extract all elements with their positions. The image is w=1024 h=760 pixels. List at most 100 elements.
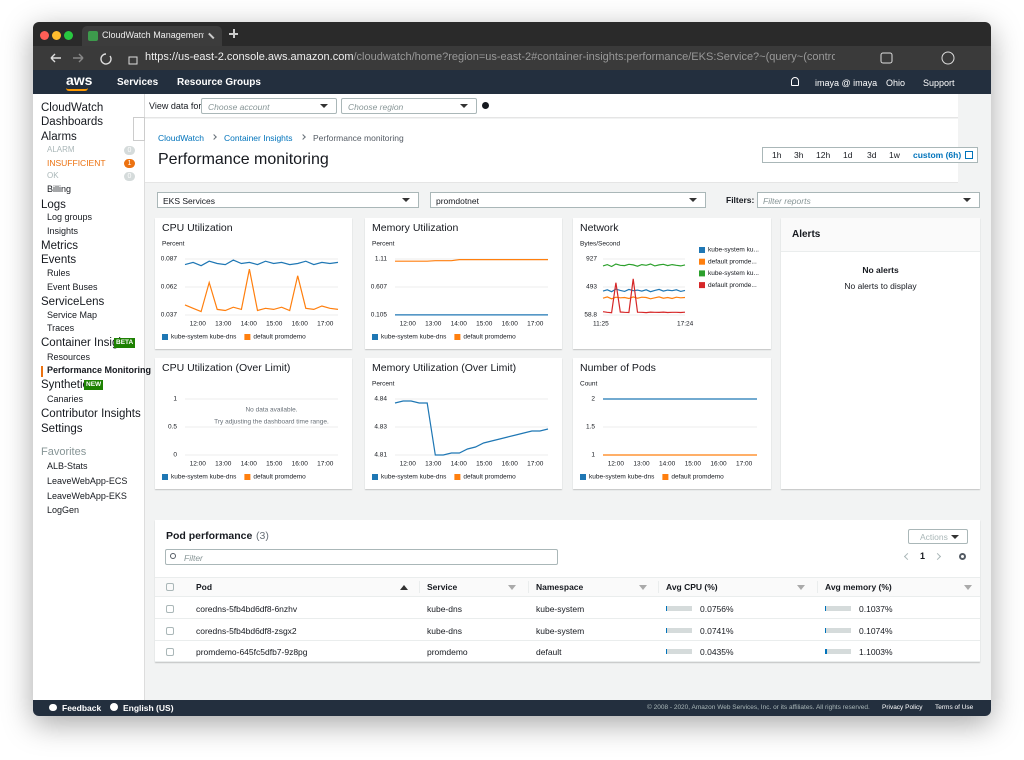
- nav-link[interactable]: Events: [41, 254, 77, 266]
- nav-link[interactable]: Canaries: [47, 394, 84, 404]
- aws-logo[interactable]: aws: [66, 72, 93, 88]
- sort-toggle[interactable]: [639, 585, 647, 590]
- time-range: 1h 3h 12h 1d 3d 1w custom (6h): [762, 147, 978, 163]
- browser-window: CloudWatch Management Con https://us-east…: [33, 22, 991, 716]
- time-range-option[interactable]: custom (6h): [913, 150, 962, 160]
- tab-close[interactable]: [208, 32, 215, 39]
- nav-link[interactable]: Performance Monitoring: [47, 365, 152, 375]
- account-menu[interactable]: imaya @ imaya: [815, 78, 878, 88]
- x-tick-label: 15:00: [266, 461, 283, 468]
- nav-link[interactable]: Alarms: [41, 131, 77, 143]
- time-range-option[interactable]: 12h: [816, 150, 831, 160]
- favorite-link[interactable]: LeaveWebApp-ECS: [47, 476, 128, 486]
- nav-link[interactable]: Metrics: [41, 240, 79, 252]
- nav-link[interactable]: Container Insights: [41, 337, 134, 349]
- resource-groups-menu[interactable]: Resource Groups: [177, 77, 261, 88]
- filter-input[interactable]: Filter reports: [757, 192, 980, 208]
- time-range-option[interactable]: 1h: [772, 150, 782, 160]
- view-select[interactable]: EKS Services: [157, 192, 419, 208]
- breadcrumb[interactable]: Container Insights: [224, 133, 293, 143]
- service-select[interactable]: promdotnet: [430, 192, 706, 208]
- row-checkbox[interactable]: [166, 605, 174, 613]
- time-range-option[interactable]: 1w: [889, 150, 900, 160]
- nav-link[interactable]: Service Map: [47, 310, 98, 320]
- window-control[interactable]: [40, 31, 49, 40]
- feedback-link[interactable]: Feedback: [62, 703, 102, 713]
- sort-toggle[interactable]: [964, 585, 972, 590]
- favorite-link[interactable]: ALB-Stats: [47, 461, 88, 471]
- time-range-option[interactable]: 3h: [794, 150, 804, 160]
- info-icon[interactable]: [482, 102, 489, 109]
- table-cell: promdemo-645fc5dfb7-9z8pg: [196, 647, 308, 657]
- breadcrumb[interactable]: CloudWatch: [158, 133, 204, 143]
- column-header[interactable]: Avg CPU (%): [666, 582, 718, 592]
- terms-link[interactable]: Terms of Use: [935, 704, 974, 711]
- time-range-option[interactable]: 3d: [867, 150, 877, 160]
- favorite-link[interactable]: LogGen: [47, 505, 80, 515]
- x-tick-label: 14:00: [451, 321, 468, 328]
- column-header[interactable]: Service: [427, 582, 458, 592]
- nav-link[interactable]: ALARM: [47, 145, 75, 154]
- browser-tab[interactable]: CloudWatch Management Con: [82, 26, 222, 46]
- account-select[interactable]: Choose account: [201, 98, 337, 114]
- nav-link[interactable]: Settings: [41, 423, 83, 435]
- widget-title: Number of Pods: [580, 362, 656, 374]
- region-select[interactable]: Choose region: [341, 98, 477, 114]
- favorite-link[interactable]: LeaveWebApp-EKS: [47, 491, 127, 501]
- nav-link[interactable]: OK: [47, 171, 59, 180]
- column-header[interactable]: Pod: [196, 582, 213, 592]
- settings-icon[interactable]: [959, 553, 966, 560]
- nav-link[interactable]: Contributor Insights: [41, 408, 141, 420]
- nav-link[interactable]: Logs: [41, 199, 66, 211]
- nav-link[interactable]: CloudWatch: [41, 102, 104, 114]
- x-tick-label: 17:00: [317, 321, 334, 328]
- no-data-message: Try adjusting the dashboard time range.: [214, 419, 329, 426]
- usage-track: [666, 627, 692, 633]
- language-link[interactable]: English (US): [123, 703, 174, 713]
- nav-link[interactable]: Insights: [47, 226, 79, 236]
- window-control[interactable]: [52, 31, 61, 40]
- x-tick-label: 15:00: [476, 461, 493, 468]
- nav-link[interactable]: Synthetics: [41, 379, 95, 391]
- nav-link[interactable]: Traces: [47, 323, 75, 333]
- support-menu[interactable]: Support: [923, 78, 955, 88]
- row-checkbox[interactable]: [166, 626, 174, 635]
- next-page[interactable]: [933, 552, 942, 561]
- nav-link[interactable]: Rules: [47, 268, 71, 278]
- new-tab-v[interactable]: [233, 29, 235, 38]
- x-tick-label: 17:00: [527, 321, 544, 328]
- nav-link[interactable]: INSUFFICIENT: [47, 158, 106, 168]
- x-tick-label: 15:00: [476, 321, 493, 328]
- nav-link[interactable]: Dashboards: [41, 116, 104, 128]
- prev-page[interactable]: [903, 552, 912, 561]
- sort-ascending[interactable]: [400, 585, 408, 590]
- nav-link[interactable]: Event Buses: [47, 282, 98, 292]
- sort-toggle[interactable]: [797, 585, 805, 590]
- filter-box[interactable]: Filter: [165, 549, 558, 565]
- header-checkbox[interactable]: [166, 583, 174, 591]
- nav-link[interactable]: Log groups: [47, 212, 93, 222]
- page-number[interactable]: 1: [920, 551, 926, 561]
- nav-link[interactable]: Billing: [47, 184, 72, 194]
- privacy-link[interactable]: Privacy Policy: [882, 704, 923, 711]
- window-control[interactable]: [64, 31, 73, 40]
- alarm-count-badge: 0: [124, 172, 135, 181]
- legend-swatch: [162, 334, 168, 340]
- actions-button[interactable]: Actions: [908, 529, 968, 544]
- column-header[interactable]: Namespace: [536, 582, 584, 592]
- collapse-handle[interactable]: [133, 117, 145, 141]
- nav-link[interactable]: Resources: [47, 352, 91, 362]
- services-menu[interactable]: Services: [117, 77, 159, 88]
- column-header[interactable]: Avg memory (%): [825, 582, 892, 592]
- bell-icon[interactable]: [791, 77, 799, 86]
- legend-swatch: [699, 247, 705, 253]
- row-checkbox[interactable]: [166, 648, 174, 656]
- url[interactable]: https://us-east-2.console.aws.amazon.com…: [145, 51, 835, 63]
- nav-link[interactable]: ServiceLens: [41, 296, 105, 308]
- widget-title: Memory Utilization (Over Limit): [372, 362, 516, 374]
- x-tick-label: 13:00: [425, 461, 442, 468]
- region-menu[interactable]: Ohio: [886, 78, 906, 88]
- time-range-option[interactable]: 1d: [843, 150, 853, 160]
- sort-toggle[interactable]: [508, 585, 516, 590]
- calendar-icon[interactable]: [965, 151, 973, 159]
